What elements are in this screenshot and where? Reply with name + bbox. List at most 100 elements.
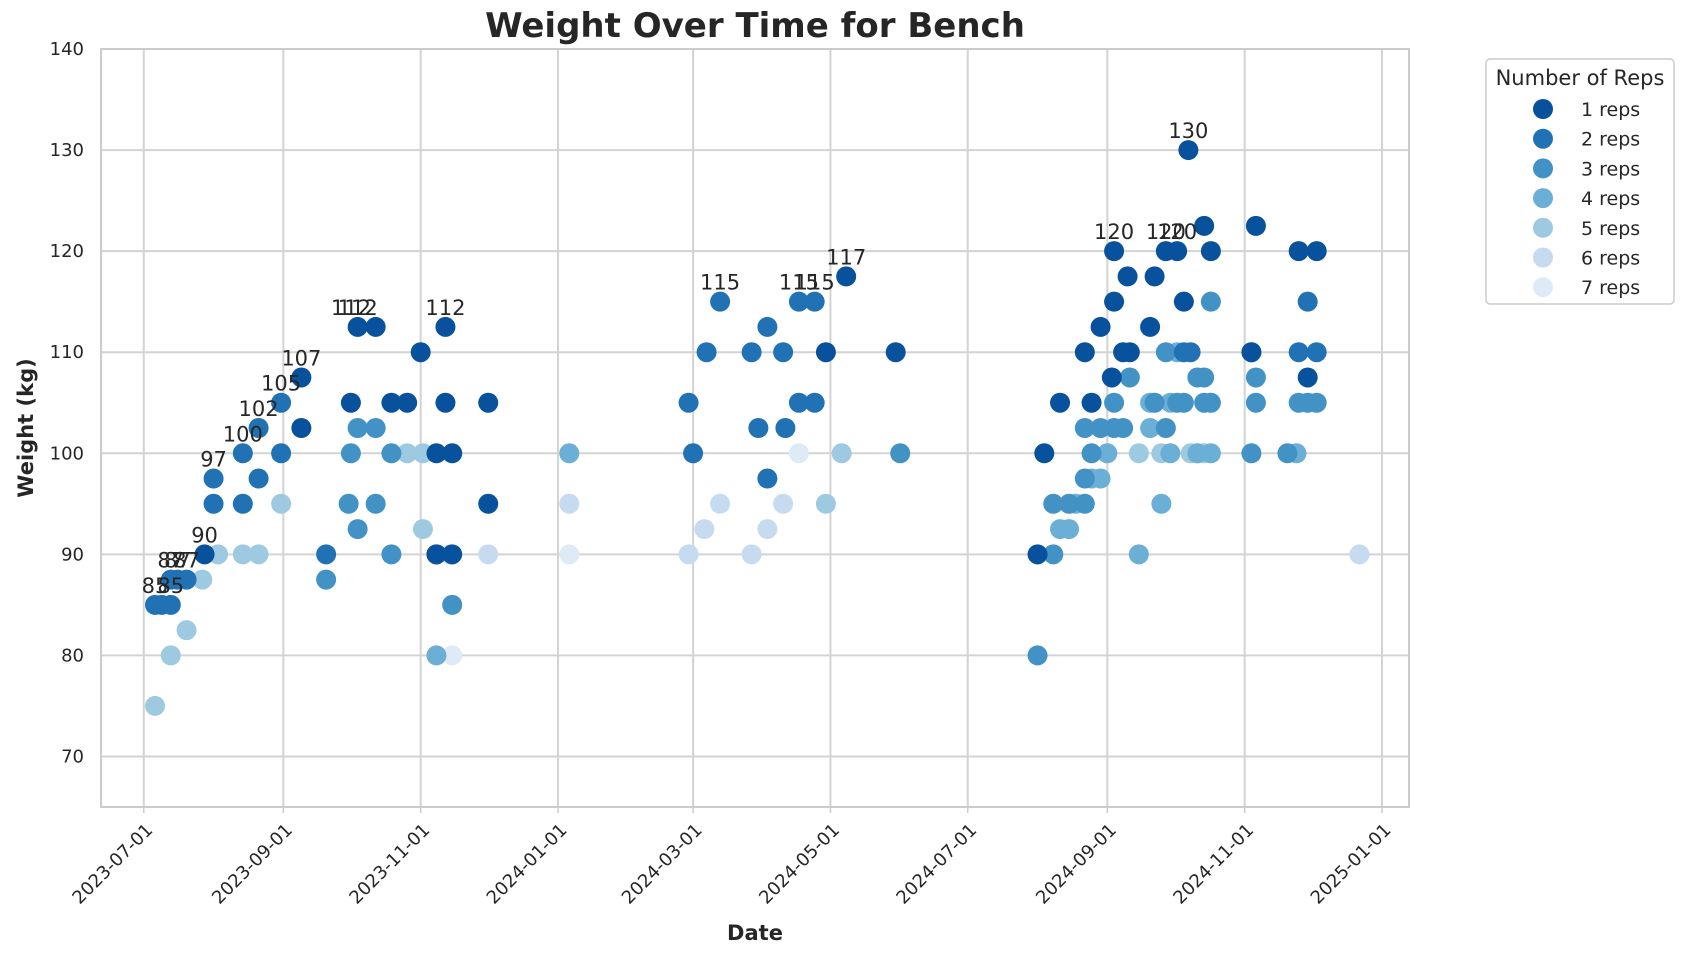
legend-label: 4 reps: [1581, 188, 1640, 210]
legend-label: 3 reps: [1581, 158, 1640, 180]
data-point-3-reps: [1194, 367, 1215, 388]
data-point-1-reps: [1034, 443, 1055, 464]
data-point-1-reps: [1178, 140, 1199, 161]
data-point-2-reps: [248, 418, 269, 438]
x-tick-label: 2024-07-01: [892, 820, 981, 909]
data-point-1-reps: [1081, 392, 1102, 413]
data-point-2-reps: [757, 316, 778, 337]
legend: Number of Reps 1 reps 2 reps 3 reps 4 reps 5…: [1485, 58, 1675, 305]
point-annotation: 112: [338, 296, 378, 320]
data-point-1-reps: [836, 266, 857, 287]
data-point-3-reps: [338, 493, 359, 514]
data-point-1-reps: [1144, 266, 1165, 287]
legend-marker: [1533, 99, 1553, 119]
data-point-1-reps: [1200, 241, 1221, 262]
data-point-1-reps: [397, 392, 418, 413]
data-point-1-reps: [1241, 342, 1262, 363]
data-point-3-reps: [381, 443, 402, 464]
x-tick-label: 2024-01-01: [483, 820, 572, 909]
data-point-2-reps: [176, 569, 197, 590]
y-tick-label: 90: [61, 544, 84, 565]
point-annotation: 130: [1168, 119, 1208, 143]
y-tick-label: 70: [61, 746, 84, 767]
data-point-1-reps: [291, 418, 312, 438]
data-point-2-reps: [203, 493, 224, 514]
legend-marker: [1533, 128, 1553, 149]
data-point-3-reps: [365, 418, 386, 438]
data-point-1-reps: [347, 316, 368, 337]
data-point-2-reps: [1306, 342, 1327, 363]
data-point-3-reps: [1043, 493, 1064, 514]
data-point-1-reps: [1245, 215, 1266, 236]
data-point-3-reps: [1277, 443, 1298, 464]
data-point-1-reps: [426, 443, 447, 464]
legend-marker: [1533, 247, 1553, 268]
point-annotation: 115: [779, 271, 819, 295]
data-point-2-reps: [748, 418, 769, 438]
y-tick-label: 110: [50, 342, 84, 363]
legend-marker: [1533, 277, 1553, 298]
data-point-3-reps: [1119, 367, 1140, 388]
data-point-5-reps: [160, 645, 181, 666]
data-point-7-reps: [442, 645, 463, 666]
data-point-5-reps: [397, 443, 418, 464]
data-point-7-reps: [559, 544, 580, 565]
data-point-1-reps: [291, 367, 312, 388]
data-point-2-reps: [1288, 342, 1309, 363]
plot-area-frame: [100, 48, 1410, 808]
data-point-2-reps: [710, 291, 731, 312]
point-annotation: 90: [191, 523, 218, 547]
data-point-3-reps: [1155, 418, 1176, 438]
x-tick-label: 2023-11-01: [345, 820, 434, 909]
data-point-3-reps: [1241, 443, 1262, 464]
data-point-1-reps: [410, 342, 431, 363]
data-point-4-reps: [426, 645, 447, 666]
point-annotation: 100: [223, 422, 263, 446]
legend-title: Number of Reps: [1496, 66, 1665, 90]
legend-label: 1 reps: [1581, 99, 1640, 121]
data-point-3-reps: [1043, 544, 1064, 565]
data-point-1-reps: [1027, 544, 1048, 565]
x-tick-label: 2024-09-01: [1032, 820, 1121, 909]
x-axis-tick-labels: 2023-07-01 2023-09-01 2023-11-01 2024-01-01…: [68, 820, 1395, 909]
data-point-1-reps: [1050, 392, 1071, 413]
data-point-3-reps: [347, 418, 368, 438]
data-point-3-reps: [365, 493, 386, 514]
data-point-2-reps: [271, 392, 292, 413]
data-point-3-reps: [1027, 645, 1048, 666]
data-point-2-reps: [788, 291, 809, 312]
data-point-6-reps: [741, 544, 762, 565]
data-point-3-reps: [1104, 392, 1125, 413]
point-annotation: 85: [142, 574, 169, 598]
y-tick-label: 100: [50, 443, 84, 464]
x-tick-label: 2025-01-01: [1307, 820, 1396, 909]
data-point-3-reps: [347, 519, 368, 540]
x-tick-label: 2023-09-01: [208, 820, 297, 909]
data-point-2-reps: [678, 392, 699, 413]
data-point-6-reps: [559, 493, 580, 514]
data-point-4-reps: [1097, 443, 1118, 464]
y-tick-label: 80: [61, 645, 84, 666]
data-point-2-reps: [788, 392, 809, 413]
data-point-4-reps: [1059, 519, 1080, 540]
data-point-2-reps: [232, 443, 253, 464]
data-point-3-reps: [1074, 418, 1095, 438]
data-point-5-reps: [176, 620, 197, 641]
data-point-2-reps: [203, 468, 224, 489]
data-point-1-reps: [1306, 241, 1327, 262]
data-point-4-reps: [1151, 493, 1172, 514]
data-point-5-reps: [1128, 443, 1149, 464]
data-point-6-reps: [757, 519, 778, 540]
data-point-1-reps: [442, 544, 463, 565]
legend-box: [1485, 58, 1675, 305]
point-annotation: 87: [164, 549, 191, 573]
legend-marker: [1533, 188, 1553, 209]
data-point-5-reps: [248, 544, 269, 565]
x-tick-label: 2024-03-01: [618, 820, 707, 909]
data-point-5-reps: [412, 519, 433, 540]
y-tick-label: 120: [50, 241, 84, 262]
point-annotation: 120: [1094, 220, 1134, 244]
point-annotation: 120: [1146, 220, 1186, 244]
legend-label: 5 reps: [1581, 218, 1640, 240]
